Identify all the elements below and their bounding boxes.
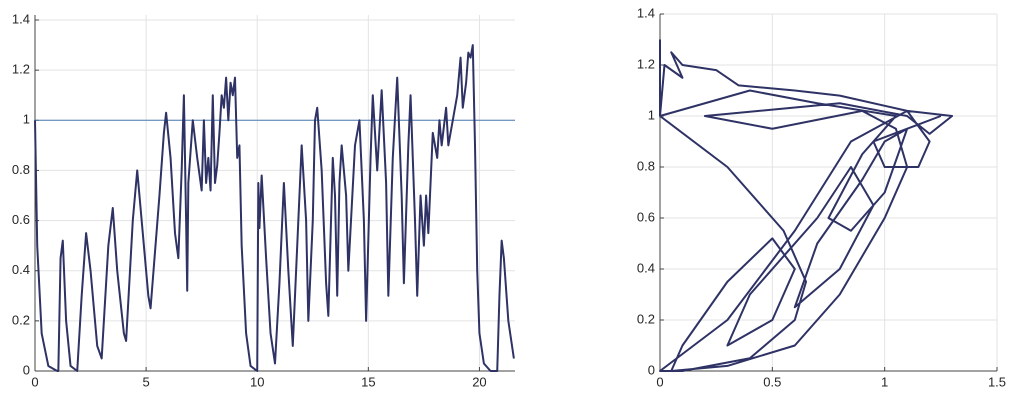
data-line [34,44,515,372]
x-tick-label: 1 [881,374,888,389]
y-tick-label: 1.2 [12,62,30,77]
y-tick-label: 0.6 [12,212,30,227]
x-tick-label: 10 [250,374,264,389]
y-tick-label: 0.8 [637,158,655,173]
y-tick-label: 0.4 [12,262,30,277]
y-tick-label: 0.4 [637,260,655,275]
y-tick-label: 1.4 [12,11,30,26]
y-tick-label: 0.8 [12,162,30,177]
y-tick-label: 0 [23,362,30,377]
y-tick-label: 0 [648,362,655,377]
x-tick-label: 5 [142,374,149,389]
data-line [659,39,954,372]
y-tick-label: 0.2 [12,312,30,327]
x-tick-label: 0 [656,374,663,389]
x-tick-label: 20 [472,374,486,389]
y-tick-label: 0.2 [637,311,655,326]
y-tick-label: 1.4 [637,5,655,20]
x-tick-label: 0.5 [763,374,781,389]
y-tick-label: 1.2 [637,56,655,71]
x-tick-label: 0 [31,374,38,389]
y-tick-label: 1 [648,107,655,122]
x-tick-label: 1.5 [988,374,1006,389]
y-tick-label: 0.6 [637,209,655,224]
y-tick-label: 1 [23,112,30,127]
x-tick-label: 15 [361,374,375,389]
